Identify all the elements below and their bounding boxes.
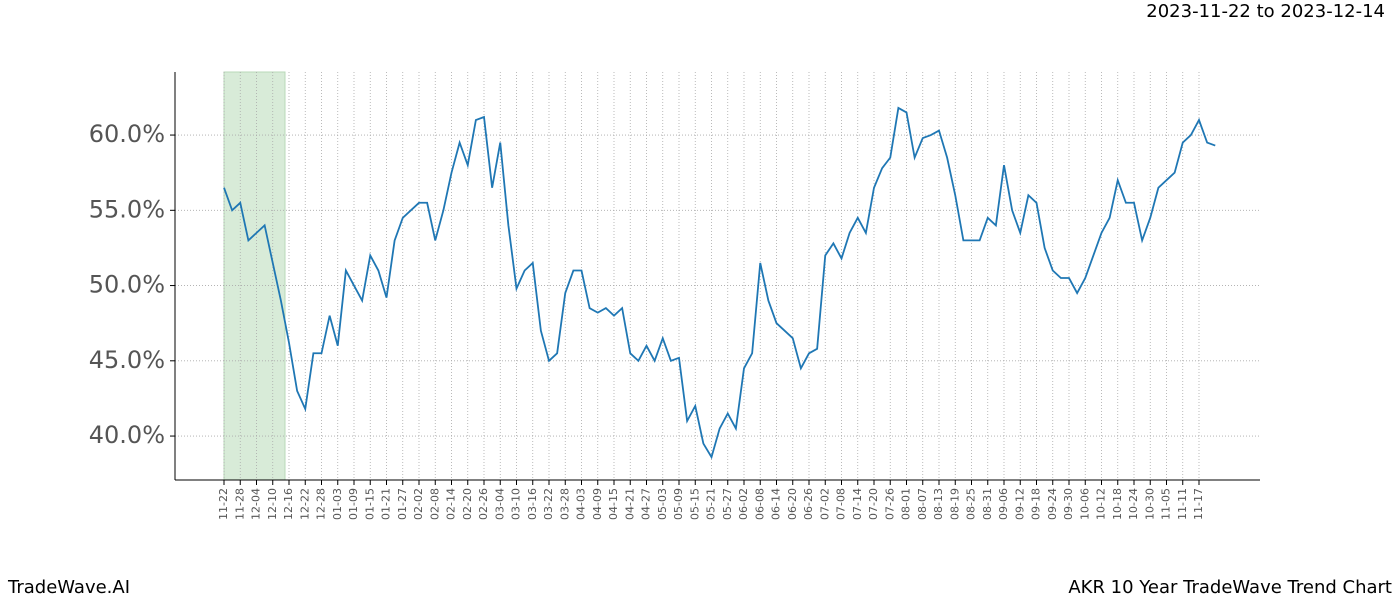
x-tick-label: 12-28 [315,488,328,520]
x-tick-label: 11-17 [1192,488,1205,520]
x-tick-label: 10-06 [1078,488,1091,520]
chart-title: 2023-11-22 to 2023-12-14 [1146,1,1385,22]
x-tick-label: 09-12 [1013,488,1026,520]
x-tick-label: 05-21 [705,488,718,520]
x-tick-label: 08-31 [981,488,994,520]
x-tick-label: 05-09 [672,488,685,520]
x-tick-label: 04-15 [607,488,620,520]
x-tick-label: 10-12 [1095,488,1108,520]
line [223,106,1216,460]
x-tick-label: 02-02 [412,488,425,520]
x-tick-label: 10-24 [1127,488,1140,520]
x-tick-label: 09-24 [1046,488,1059,520]
x-tick-label: 12-04 [250,488,263,520]
x-tick-label: 12-10 [266,488,279,520]
x-tick-label: 03-04 [493,488,506,520]
x-tick-label: 06-26 [802,488,815,520]
x-tick-label: 05-15 [688,488,701,520]
x-tick-label: 11-28 [233,488,246,520]
footer-right: AKR 10 Year TradeWave Trend Chart [1068,577,1392,598]
x-tick-label: 08-19 [948,488,961,520]
x-tick-label: 03-10 [510,488,523,520]
x-tick-label: 09-06 [997,488,1010,520]
x-tick-label: 04-21 [623,488,636,520]
x-tick-label: 09-18 [1030,488,1043,520]
x-tick-label: 08-13 [932,488,945,520]
x-tick-label: 04-03 [575,488,588,520]
x-tick-label: 06-02 [737,488,750,520]
x-tick-label: 03-16 [526,488,539,520]
x-tick-label: 01-09 [347,488,360,520]
y-tick-label: 40.0% [89,421,165,449]
x-tick-label: 06-14 [770,488,783,520]
x-tick-label: 11-05 [1160,488,1173,520]
x-tick-label: 02-08 [428,488,441,520]
y-tick-label: 55.0% [89,195,165,223]
x-tick-label: 07-02 [818,488,831,520]
x-tick-label: 08-25 [965,488,978,520]
x-tick-label: 07-14 [851,488,864,520]
x-tick-label: 01-27 [396,488,409,520]
x-tick-label: 08-01 [900,488,913,520]
y-tick-label: 60.0% [89,120,165,148]
x-tick-label: 07-08 [835,488,848,520]
x-tick-label: 06-20 [786,488,799,520]
x-tick-label: 07-26 [883,488,896,520]
x-tick-label: 08-07 [916,488,929,520]
x-tick-label: 01-15 [363,488,376,520]
y-tick-label: 45.0% [89,346,165,374]
x-tick-label: 12-16 [282,488,295,520]
x-tick-label: 05-03 [656,488,669,520]
x-tick-label: 03-28 [558,488,571,520]
x-tick-label: 03-22 [542,488,555,520]
x-tick-label: 10-30 [1143,488,1156,520]
x-tick-label: 01-21 [380,488,393,520]
x-tick-label: 02-26 [477,488,490,520]
x-tick-label: 02-14 [445,488,458,520]
x-tick-label: 10-18 [1111,488,1124,520]
x-tick-label: 09-30 [1062,488,1075,520]
footer-left: TradeWave.AI [7,577,130,598]
x-tick-label: 11-11 [1176,488,1189,520]
x-tick-label: 11-22 [217,488,230,520]
x-tick-label: 06-08 [753,488,766,520]
x-tick-label: 05-27 [721,488,734,520]
x-tick-label: 02-20 [461,488,474,520]
x-tick-label: 12-22 [298,488,311,520]
x-tick-label: 04-27 [640,488,653,520]
x-tick-label: 01-03 [331,488,344,520]
x-tick-label: 07-20 [867,488,880,520]
y-tick-label: 50.0% [89,271,165,299]
x-tick-label: 04-09 [591,488,604,520]
